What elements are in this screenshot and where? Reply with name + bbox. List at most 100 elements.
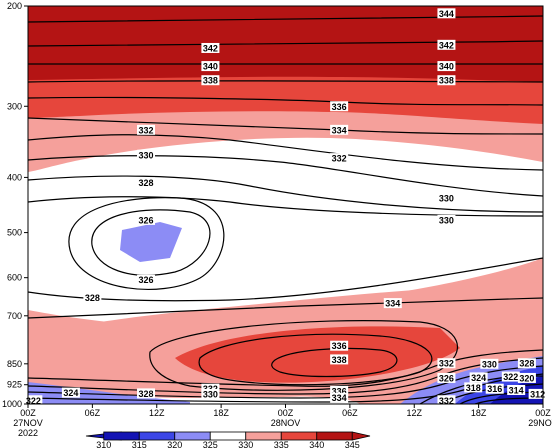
x-tick-label: 00Z (20, 408, 36, 418)
contour-label: 344 (439, 9, 454, 19)
contour-label-bg (330, 101, 349, 112)
contour-label-bg (330, 124, 349, 135)
contour-label: 332 (139, 125, 154, 135)
contour-label: 328 (519, 359, 534, 369)
contour-label-bg (137, 274, 156, 285)
y-tick-label: 925 (7, 380, 22, 390)
contour-label: 326 (439, 373, 454, 383)
contour-label-bg (437, 75, 456, 86)
contour-label: 316 (487, 384, 502, 394)
contour-label-bg (201, 61, 220, 72)
contour-label-bg (83, 292, 102, 303)
contour-label: 342 (203, 43, 218, 53)
contour-label-bg (464, 382, 483, 393)
contour-label-bg (330, 340, 349, 351)
contour-label: 334 (332, 125, 347, 135)
contour-label-bg (485, 383, 504, 394)
contour-label: 338 (332, 355, 347, 365)
contour-label: 330 (439, 194, 454, 204)
contour-label-bg (201, 75, 220, 86)
contour-label-bg (383, 298, 402, 309)
colorbar-label: 335 (274, 440, 289, 448)
contour-label-bg (330, 153, 349, 164)
contour-label-bg (437, 358, 456, 369)
contour-label-bg (201, 42, 220, 53)
colorbar-label: 330 (238, 440, 253, 448)
colorbar: 310 315 320 325 330 335 340 345 (85, 431, 371, 448)
contour-label: 336 (332, 102, 347, 112)
contour-label-bg (61, 387, 80, 398)
contour-label: 320 (519, 373, 534, 383)
y-tick-label: 1000 (2, 399, 22, 409)
colorbar-segment (103, 431, 140, 441)
contour-label: 314 (509, 386, 524, 396)
colorbar-segment (209, 431, 247, 441)
contour-label: 340 (203, 62, 218, 72)
colorbar-segment (280, 431, 318, 441)
contour-label-bg (437, 39, 456, 50)
y-tick-label: 850 (7, 359, 22, 369)
contour-label-bg (507, 385, 526, 396)
contour-label-bg (437, 61, 456, 72)
contour-label: 324 (63, 388, 78, 398)
colorbar-segment (174, 431, 211, 441)
contour-label-bg (137, 177, 156, 188)
contour-label: 336 (332, 386, 347, 396)
contour-label: 312 (530, 389, 545, 399)
contour-label-bg (137, 214, 156, 225)
y-axis: 200 300 400 500 600 700 850 925 1000 (2, 1, 28, 409)
contour-label-bg (528, 388, 547, 399)
contour-label: 328 (139, 389, 154, 399)
contour-label: 332 (439, 396, 454, 406)
x-tick-date: 27NOV (13, 418, 43, 428)
contour-label-bg (517, 372, 536, 383)
contour-label-bg (437, 214, 456, 225)
contour-label: 328 (139, 178, 154, 188)
contour-label: 326 (139, 275, 154, 285)
y-tick-label: 300 (7, 101, 22, 111)
contour-label: 330 (203, 389, 218, 399)
y-tick-label: 700 (7, 311, 22, 321)
contour-label-bg (517, 358, 536, 369)
colorbar-segment (245, 431, 282, 441)
contour-label-bg (330, 354, 349, 365)
contour-label: 322 (503, 372, 518, 382)
contour-label: 330 (139, 150, 154, 160)
shading-cold-pocket (120, 222, 182, 262)
x-tick-date: 28NOV (271, 418, 301, 428)
contour-label-bg (437, 395, 456, 406)
colorbar-label: 325 (203, 440, 218, 448)
x-tick-label: 06Z (85, 408, 101, 418)
y-tick-label: 200 (7, 1, 22, 11)
contour-label: 322 (26, 396, 41, 406)
contour-label: 332 (439, 359, 454, 369)
y-tick-label: 400 (7, 172, 22, 182)
y-tick-label: 500 (7, 228, 22, 238)
contour-label-bg (330, 392, 349, 403)
colorbar-label: 310 (96, 440, 111, 448)
contour-label-bg (137, 124, 156, 135)
colorbar-label: 340 (309, 440, 324, 448)
x-tick-date: 29NOV (528, 418, 552, 428)
colorbar-segment (316, 431, 353, 441)
contour-label: 336 (332, 341, 347, 351)
contour-label-bg (201, 388, 220, 399)
colorbar-segment (138, 431, 176, 441)
contour-label-bg (330, 385, 349, 396)
colorbar-label: 345 (345, 440, 360, 448)
contour-label-bg (437, 193, 456, 204)
contour-label-bg (480, 358, 499, 369)
contour-label: 330 (482, 359, 497, 369)
x-tick-label: 00Z (535, 408, 551, 418)
contour-label: 326 (139, 215, 154, 225)
contour-label: 332 (332, 154, 347, 164)
x-tick-year: 2022 (18, 428, 38, 438)
contour-label: 338 (203, 76, 218, 86)
contour-label-bg (501, 371, 520, 382)
contour-label-bg (24, 395, 43, 406)
contour-label: 318 (466, 383, 481, 393)
contour-label: 328 (85, 293, 100, 303)
contour-label-bg (469, 372, 488, 383)
